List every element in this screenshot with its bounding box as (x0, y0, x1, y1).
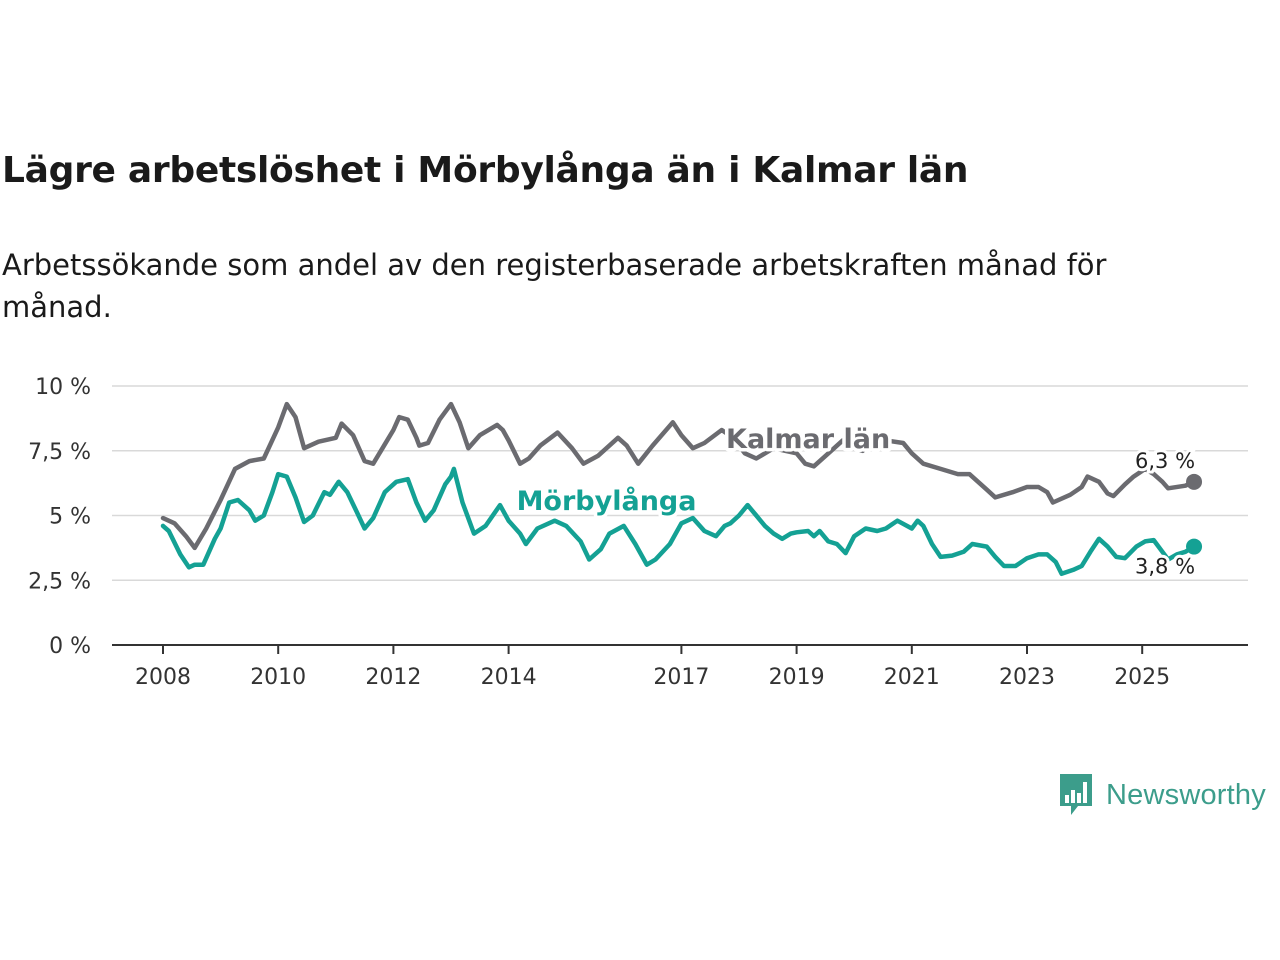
x-tick-label: 2017 (653, 665, 709, 690)
x-tick-label: 2021 (884, 665, 940, 690)
end-point-kalmar (1186, 473, 1203, 490)
chart-title: Lägre arbetslöshet i Mörbylånga än i Kal… (2, 150, 969, 191)
x-tick-label: 2008 (135, 665, 191, 690)
x-tick-label: 2010 (250, 665, 306, 690)
y-axis-tick-labels: 0 % 2,5 % 5 % 7,5 % 10 % (28, 375, 91, 659)
newsworthy-logo: Newsworthy (1058, 773, 1266, 817)
series-label-kalmar: Kalmar län (726, 424, 890, 455)
y-tick-label: 0 % (49, 634, 91, 659)
newsworthy-chart-icon (1060, 774, 1092, 815)
x-tick-label: 2014 (481, 665, 537, 690)
line-chart: 0 % 2,5 % 5 % 7,5 % 10 % 2008 2010 2012 2014 201… (28, 375, 1248, 690)
y-tick-label: 5 % (49, 505, 91, 530)
series-line-kalmar (160, 401, 1197, 551)
x-tick-label: 2023 (999, 665, 1055, 690)
chart-subtitle: Arbetssökande som andel av den registerb… (2, 248, 1107, 324)
end-label-morbylanga: 3,8 % (1135, 555, 1195, 579)
y-tick-label: 2,5 % (28, 569, 91, 594)
end-label-kalmar: 6,3 % (1135, 449, 1195, 473)
series-labels: Kalmar län Mörbylånga 6,3 % 3,8 % (513, 421, 1198, 582)
y-tick-label: 7,5 % (28, 440, 91, 465)
x-tick-label: 2025 (1114, 665, 1170, 690)
series-line-morbylanga (160, 466, 1197, 577)
series-lines (160, 401, 1203, 577)
series-label-morbylanga: Mörbylånga (517, 485, 697, 517)
brand-name: Newsworthy (1106, 778, 1266, 811)
x-tick-label: 2012 (365, 665, 421, 690)
x-tick-label: 2019 (769, 665, 825, 690)
y-tick-label: 10 % (35, 375, 91, 400)
x-axis: 2008 2010 2012 2014 2017 2019 2021 2023 2025 (112, 644, 1248, 690)
end-point-morbylanga (1186, 538, 1203, 555)
